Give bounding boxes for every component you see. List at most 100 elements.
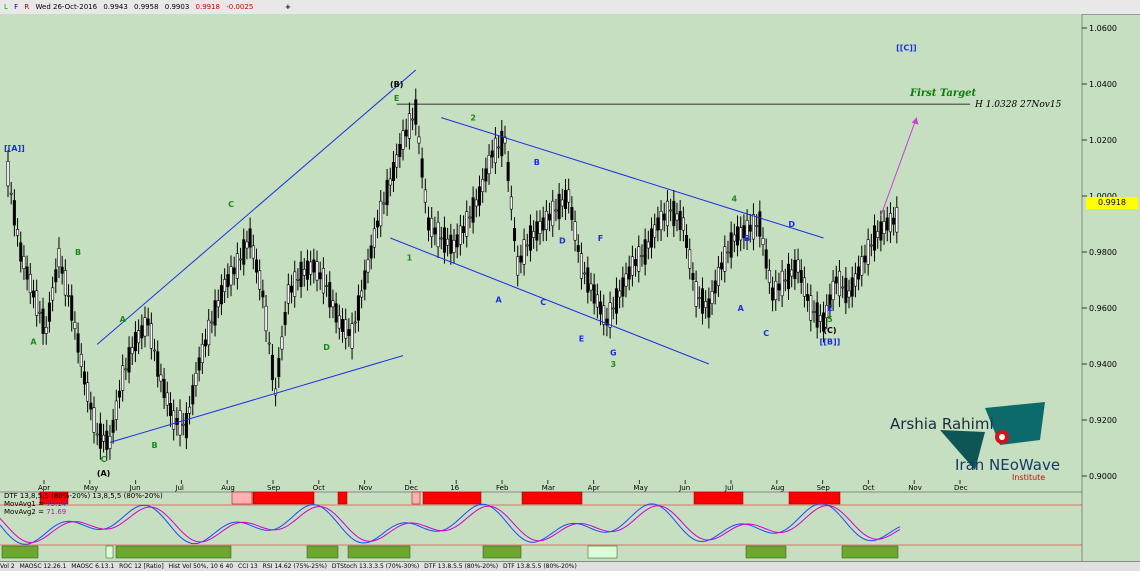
- price-body: [681, 217, 685, 231]
- tab-7[interactable]: DTStoch 13.3.3.5 (70%-30%): [331, 563, 420, 570]
- price-body: [143, 317, 147, 337]
- price-body: [12, 200, 16, 226]
- wave-label: (B): [390, 80, 403, 89]
- wave-label: 1: [407, 253, 413, 262]
- y-tick-label: 0.9800: [1089, 248, 1117, 257]
- tab-3[interactable]: ROC 12 [Ratio]: [119, 563, 164, 570]
- price-body: [420, 158, 424, 178]
- flag-l[interactable]: L: [4, 3, 8, 11]
- price-body: [283, 312, 287, 325]
- price-body: [226, 274, 230, 288]
- price-body: [876, 231, 880, 238]
- price-body: [121, 365, 125, 391]
- ma2-value: 71.69: [46, 508, 67, 516]
- price-body: [427, 217, 431, 231]
- wave-label: D: [323, 343, 330, 352]
- tab-6[interactable]: RSI 14.62 (75%-25%): [262, 563, 327, 570]
- price-body: [264, 305, 268, 332]
- price-body: [229, 266, 233, 286]
- wave-label: B: [534, 158, 540, 167]
- price-body: [665, 200, 669, 227]
- price-body: [739, 227, 743, 241]
- wave-label: E: [394, 94, 399, 103]
- indicator-tabs: Vol 2 MAOSC 12.26.1 MAOSC 6.13.1 ROC 12 …: [0, 561, 1140, 571]
- price-body: [780, 270, 784, 297]
- wave-label: G: [610, 349, 617, 358]
- price-body: [372, 228, 376, 248]
- price-body: [159, 374, 163, 382]
- flag-r[interactable]: R: [24, 3, 30, 11]
- ma1-value: 75.14: [46, 500, 67, 508]
- tab-4[interactable]: Hist Vol 50%, 10 6 40: [168, 563, 234, 570]
- price-body: [73, 322, 77, 329]
- price-body: [825, 305, 829, 318]
- price-body: [293, 271, 297, 297]
- price-body: [417, 136, 421, 144]
- price-body: [41, 308, 45, 334]
- price-body: [118, 390, 122, 398]
- price-body: [407, 113, 411, 139]
- price-body: [172, 410, 176, 430]
- price-body: [44, 327, 48, 334]
- price-body: [822, 312, 826, 332]
- price-body: [468, 216, 472, 219]
- overbought-block: [788, 491, 841, 505]
- price-body: [111, 419, 115, 433]
- price-body: [92, 407, 96, 433]
- price-body: [133, 332, 137, 352]
- oversold-block: [587, 545, 618, 559]
- price-body: [261, 290, 265, 298]
- tab-1[interactable]: MAOSC 12.26.1: [19, 563, 67, 570]
- price-body: [6, 160, 10, 187]
- price-body: [213, 300, 217, 326]
- price-body: [462, 226, 466, 233]
- plus-icon[interactable]: +: [285, 3, 291, 11]
- price-body: [589, 283, 593, 291]
- price-body: [223, 279, 227, 293]
- price-body: [38, 311, 42, 314]
- indicator-label: DTF 13,8,5,5 (80%-20%) 13,8,5,5 (80%-20%…: [4, 492, 163, 500]
- price-body: [325, 285, 329, 287]
- price-body: [51, 287, 55, 301]
- price-body: [678, 210, 682, 231]
- price-body: [124, 368, 128, 371]
- price-body: [458, 225, 462, 245]
- price-body: [204, 339, 208, 347]
- trendline: [441, 117, 824, 239]
- price-body: [67, 295, 71, 297]
- price-body: [280, 336, 284, 350]
- overbought-block: [422, 491, 482, 505]
- tab-8[interactable]: DTF 13.8.5.5 (80%-20%): [424, 563, 499, 570]
- price-body: [729, 232, 733, 258]
- flag-f[interactable]: F: [14, 3, 19, 11]
- price-body: [442, 227, 446, 253]
- y-tick-label: 1.0600: [1089, 24, 1117, 33]
- price-body: [436, 221, 440, 248]
- price-body: [873, 225, 877, 251]
- price-body: [477, 186, 481, 206]
- toolbar-close: 0.9918: [195, 3, 221, 11]
- tab-0[interactable]: Vol 2: [0, 563, 15, 570]
- tab-9[interactable]: DTF 13.8.5.5 (80%-20%): [502, 563, 577, 570]
- price-body: [28, 273, 32, 294]
- wave-label: B: [744, 234, 750, 243]
- price-body: [385, 179, 389, 206]
- tab-5[interactable]: CCI 13: [238, 563, 258, 570]
- price-body: [216, 300, 220, 308]
- wave-label: 4: [732, 195, 738, 204]
- tab-2[interactable]: MAOSC 6.13.1: [71, 563, 115, 570]
- wave-label: E: [827, 304, 832, 313]
- toolbar-high: 0.9958: [134, 3, 159, 11]
- oversold-block: [105, 545, 114, 559]
- wave-label: [[B]]: [820, 337, 841, 346]
- price-body: [302, 268, 306, 276]
- price-body: [194, 372, 198, 386]
- price-body: [137, 330, 141, 344]
- last-price-tag: 0.9918: [1086, 197, 1138, 209]
- price-body: [748, 224, 752, 232]
- price-body: [382, 202, 386, 205]
- overbought-block: [693, 491, 744, 505]
- price-body: [277, 357, 281, 378]
